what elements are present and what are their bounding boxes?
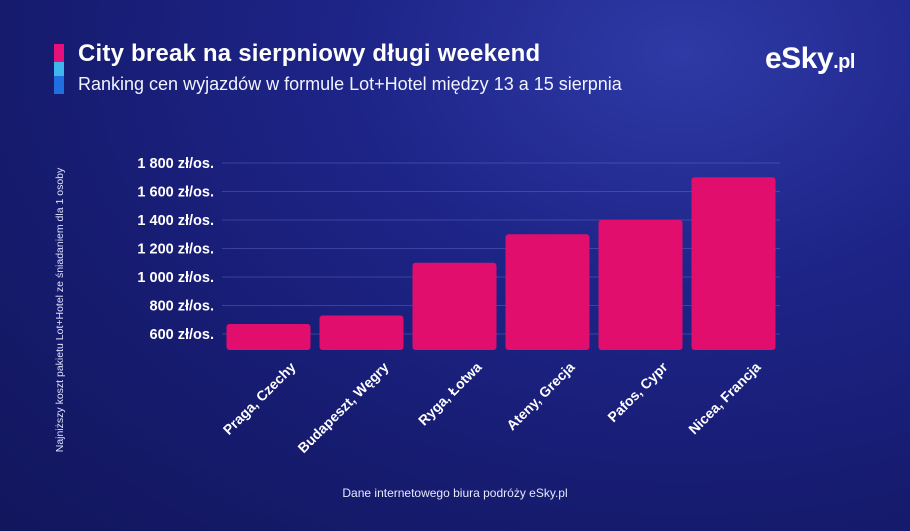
logo-tld: .pl (833, 51, 855, 73)
bar-1 (319, 315, 404, 350)
bar-0 (226, 324, 311, 350)
logo-name: eSky (765, 42, 834, 75)
bars (226, 177, 776, 350)
category-label: Pafos, Cypr (604, 358, 671, 425)
category-label: Praga, Czechy (220, 359, 299, 438)
category-label: Budapeszt, Węgry (294, 359, 391, 456)
y-tick-label: 1 400 zł/os. (137, 213, 214, 229)
source-note: Dane internetowego biura podróży eSky.pl (342, 486, 568, 500)
category-label: Ryga, Łotwa (415, 359, 485, 429)
accent-bar-pink (54, 44, 64, 62)
bar-4 (598, 220, 683, 350)
esky-logo: eSky.pl (765, 42, 855, 76)
category-label: Ateny, Grecja (503, 359, 578, 434)
y-tick-label: 1 600 zł/os. (137, 185, 214, 201)
bar-3 (505, 234, 590, 350)
y-tick-label: 1 800 zł/os. (137, 156, 214, 172)
bar-5 (691, 177, 776, 350)
y-axis-ticks: 600 zł/os. 800 zł/os. 1 000 zł/os. 1 200 zł… (137, 156, 214, 343)
y-tick-label: 800 zł/os. (150, 299, 214, 315)
y-tick-label: 1 200 zł/os. (137, 242, 214, 258)
accent-bar-blue (54, 76, 64, 94)
page-subtitle: Ranking cen wyjazdów w formule Lot+Hotel… (78, 74, 622, 94)
y-axis-title: Najniższy koszt pakietu Lot+Hotel ze śni… (54, 167, 66, 453)
accent-bar-cyan (54, 62, 64, 76)
category-label: Nicea, Francja (685, 359, 764, 438)
page-title: City break na sierpniowy długi weekend (78, 40, 541, 67)
grid-lines (222, 162, 780, 335)
y-tick-label: 1 000 zł/os. (137, 270, 214, 286)
bar-2 (412, 262, 497, 350)
y-tick-label: 600 zł/os. (150, 327, 214, 343)
